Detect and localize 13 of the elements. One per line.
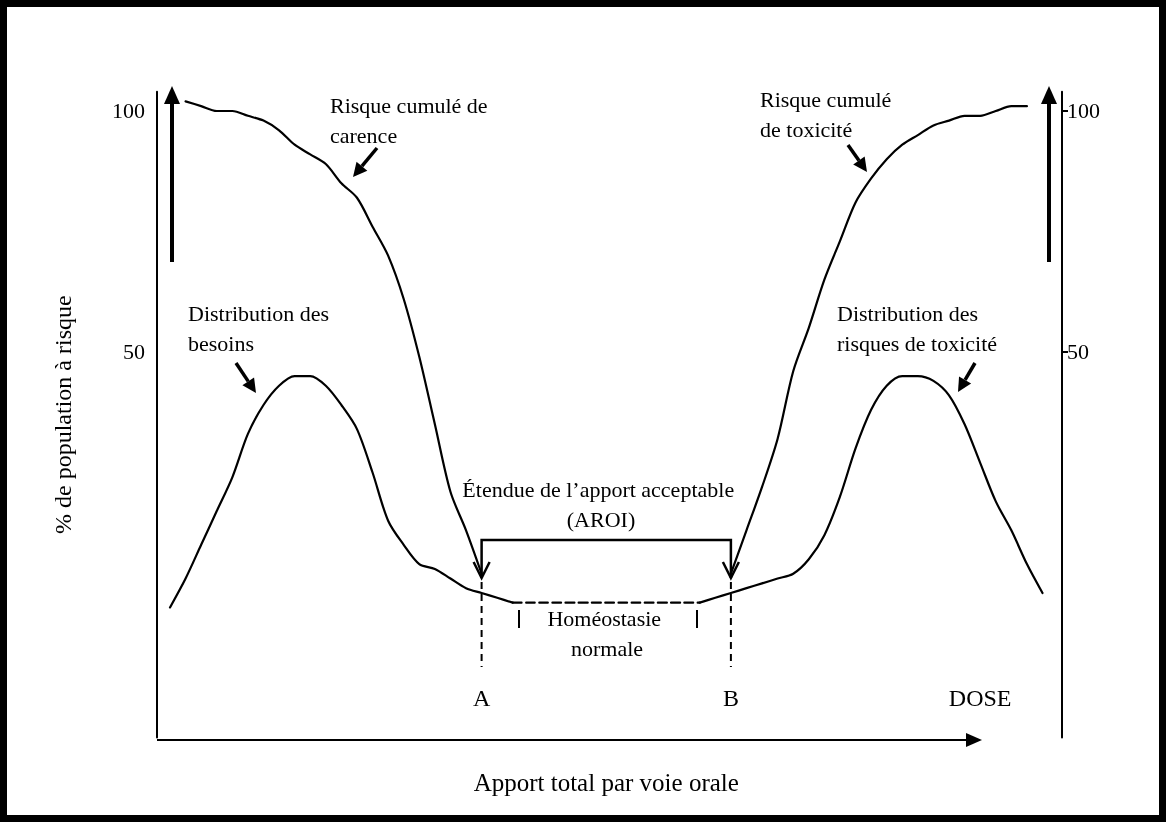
- annotation: Étendue de l’apport acceptable (AROI): [462, 476, 740, 532]
- series-label: Risque cumulé de carence: [330, 92, 494, 148]
- series-label: Risque cumulé de toxicité: [760, 86, 897, 142]
- x-tick-label: DOSE: [948, 684, 1012, 711]
- annotation: Homéostasie normale: [547, 605, 667, 661]
- x-tick-label: A: [472, 684, 491, 711]
- x-tick-label: B: [722, 684, 739, 711]
- y-axis-title: % de population à risque: [50, 295, 76, 534]
- y2-tick-label: 50: [1067, 339, 1089, 365]
- text: Distribution des risques de toxicité: [837, 300, 998, 356]
- series-label: Distribution des besoins: [188, 300, 335, 356]
- x-axis-title: Apport total par voie orale: [473, 768, 739, 796]
- y2-tick-label: 100: [1067, 98, 1100, 124]
